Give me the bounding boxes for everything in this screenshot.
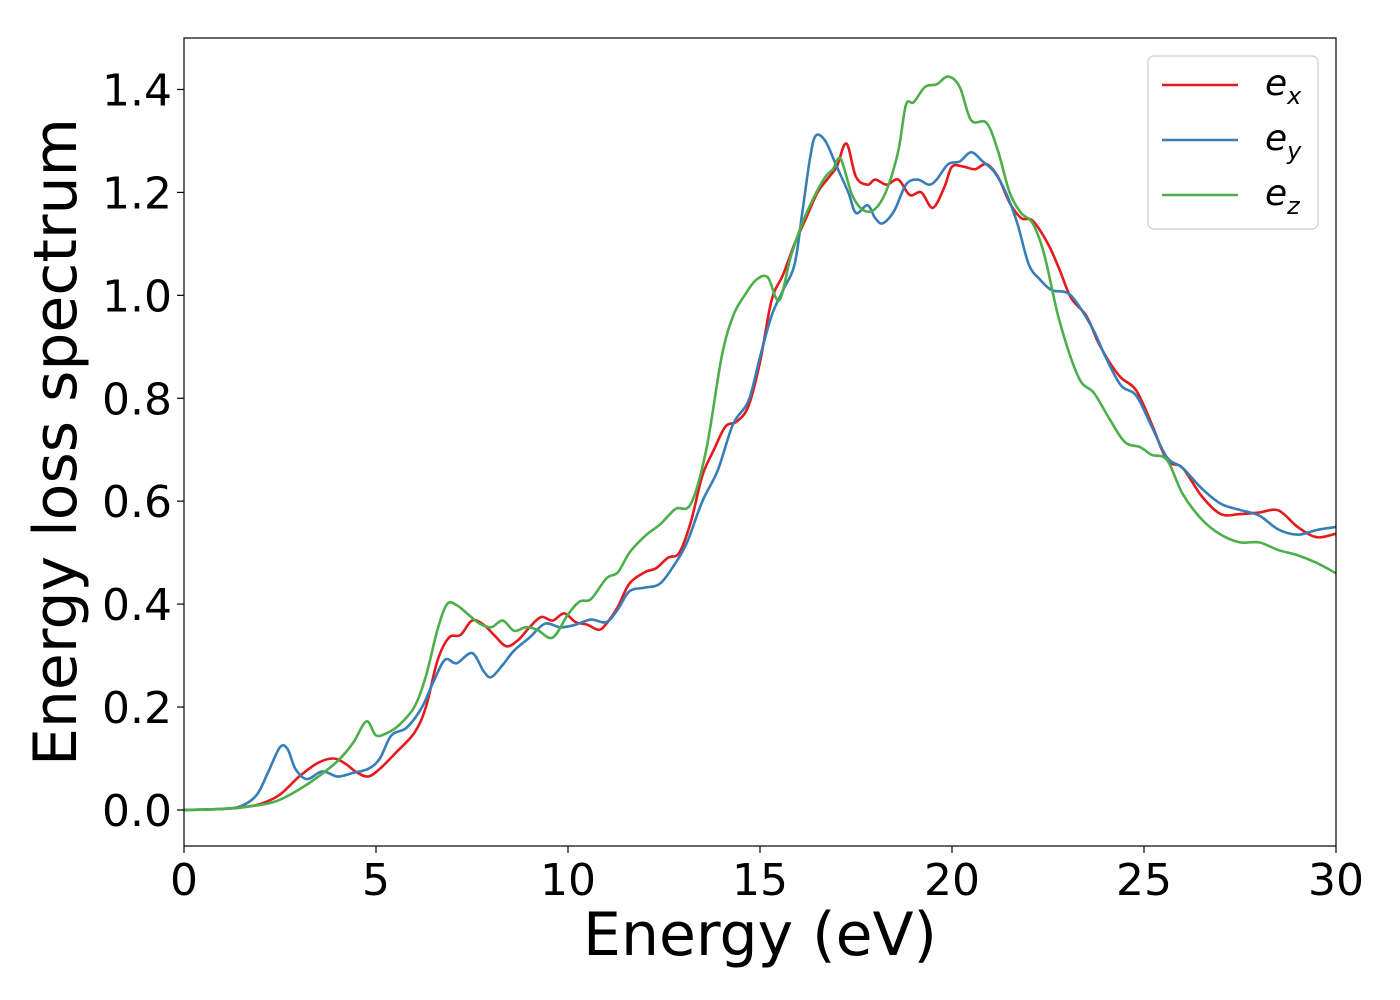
y-axis: 0.0 0.2 0.4 0.6 0.8 1.0 1.2 1.4 bbox=[102, 65, 184, 837]
series-layer bbox=[184, 75, 1336, 812]
x-tick-label: 30 bbox=[1308, 855, 1364, 906]
y-tick-label: 0.8 bbox=[102, 374, 172, 425]
x-tick-label: 5 bbox=[362, 855, 390, 906]
y-tick-label: 0.2 bbox=[102, 683, 172, 734]
x-tick-label: 20 bbox=[924, 855, 980, 906]
x-tick-label: 15 bbox=[732, 855, 788, 906]
legend-label-ez: ez bbox=[1265, 173, 1301, 220]
plot-area bbox=[184, 75, 1336, 812]
y-tick-label: 0.6 bbox=[102, 477, 172, 528]
y-tick-label: 0.0 bbox=[102, 786, 172, 837]
x-axis: 0 5 10 15 20 25 30 bbox=[170, 846, 1364, 906]
x-tick-label: 0 bbox=[170, 855, 198, 906]
x-axis-title: Energy (eV) bbox=[583, 900, 937, 970]
legend-box bbox=[1147, 55, 1319, 230]
y-axis-title: Energy loss spectrum bbox=[21, 118, 91, 766]
legend: ex ey ez bbox=[1147, 55, 1319, 230]
x-tick-label: 25 bbox=[1116, 855, 1172, 906]
y-tick-label: 1.0 bbox=[102, 271, 172, 322]
series-line-ez bbox=[184, 75, 1336, 812]
y-tick-label: 0.4 bbox=[102, 580, 172, 631]
x-tick-label: 10 bbox=[540, 855, 596, 906]
legend-label-ex: ex bbox=[1265, 63, 1302, 110]
y-tick-label: 1.2 bbox=[102, 168, 172, 219]
y-tick-label: 1.4 bbox=[102, 65, 172, 116]
legend-label-ey: ey bbox=[1265, 118, 1302, 165]
